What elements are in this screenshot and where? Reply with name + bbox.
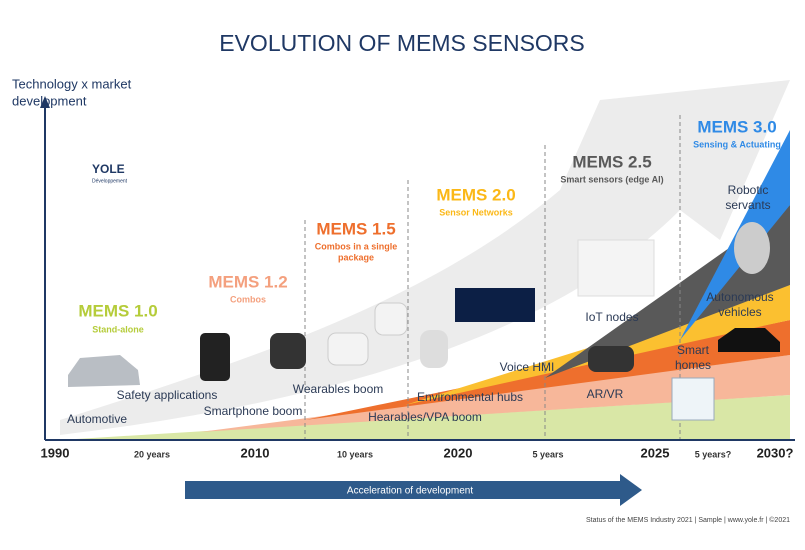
separators — [304, 115, 681, 440]
watch-icon — [270, 333, 306, 369]
market: Safety applications — [117, 388, 218, 402]
y-axis-arrow — [40, 96, 50, 108]
year: 2010 — [241, 445, 270, 460]
market: Environmental hubs — [417, 390, 523, 404]
interval: 20 years — [134, 449, 170, 459]
generation: MEMS 3.0 — [697, 117, 776, 136]
market: Smart — [677, 343, 710, 357]
interval: 5 years — [532, 449, 563, 459]
market: vehicles — [718, 305, 761, 319]
device-icon — [374, 302, 408, 336]
generation-subtitle: Stand-alone — [92, 324, 144, 334]
year: 1990 — [41, 445, 70, 460]
generation-subtitle: Smart sensors (edge AI) — [560, 174, 663, 184]
logo-sub: Développement — [92, 178, 128, 184]
logo: YOLE — [92, 162, 125, 176]
generation: MEMS 1.0 — [78, 301, 157, 320]
market: Automotive — [67, 412, 127, 426]
generation-subtitle: Combos — [230, 294, 266, 304]
market: Autonomous — [706, 290, 773, 304]
market: homes — [675, 358, 711, 372]
market: servants — [725, 198, 770, 212]
generation: MEMS 1.2 — [208, 272, 287, 291]
market: Robotic — [728, 183, 769, 197]
generation-subtitle: Combos in a single — [315, 241, 398, 251]
interval: 5 years? — [695, 449, 732, 459]
footer: Status of the MEMS Industry 2021 | Sampl… — [586, 516, 790, 524]
generation: MEMS 2.5 — [572, 152, 651, 171]
generation-subtitle: Sensing & Actuating — [693, 139, 781, 149]
market: Smartphone boom — [204, 404, 303, 418]
year: 2020 — [444, 445, 473, 460]
voice-wave-icon — [455, 288, 535, 322]
generation: MEMS 1.5 — [316, 219, 395, 238]
year: 2030? — [757, 445, 794, 460]
market: AR/VR — [587, 387, 624, 401]
market: Wearables boom — [293, 382, 384, 396]
phone-icon — [200, 333, 230, 381]
market: Voice HMI — [500, 360, 555, 374]
acceleration-label: Acceleration of development — [347, 486, 473, 497]
market: Hearables/VPA boom — [368, 410, 482, 424]
speaker-icon — [420, 330, 448, 368]
year: 2025 — [641, 445, 670, 460]
robot-icon — [734, 222, 770, 274]
interval: 10 years — [337, 449, 373, 459]
generation-subtitle: Sensor Networks — [439, 207, 513, 217]
generation: MEMS 2.0 — [436, 185, 515, 204]
smart-home-icon — [671, 377, 715, 421]
iot-icon — [577, 239, 655, 297]
illustrations — [68, 222, 780, 421]
market: IoT nodes — [585, 310, 638, 324]
car-icon — [68, 355, 140, 387]
y-axis-label: Technology x market — [12, 76, 132, 91]
background-arrow — [60, 80, 790, 435]
band-blue — [680, 130, 790, 340]
autonomous-car-icon — [718, 328, 780, 352]
vr-icon — [588, 346, 634, 372]
title: EVOLUTION OF MEMS SENSORS — [219, 30, 585, 56]
y-axis-label: development — [12, 93, 87, 108]
earbuds-icon — [327, 332, 369, 366]
acceleration-arrow — [185, 474, 642, 506]
generation-subtitle: package — [338, 252, 374, 262]
